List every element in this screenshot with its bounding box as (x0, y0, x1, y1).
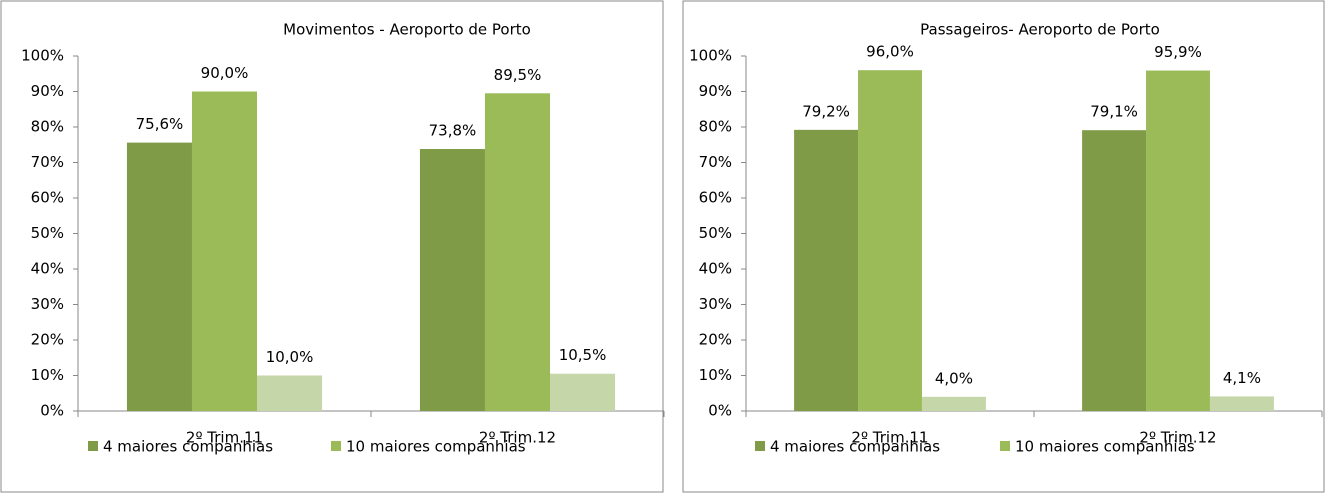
legend-swatch (331, 441, 341, 451)
data-label: 4,1% (1223, 369, 1261, 387)
data-label: 10,0% (266, 348, 314, 366)
y-tick-label: 60% (699, 189, 732, 207)
y-tick-label: 20% (31, 331, 64, 349)
y-tick-label: 80% (31, 118, 64, 136)
chart-title: Movimentos - Aeroporto de Porto (283, 21, 531, 39)
legend-swatch (755, 441, 765, 451)
y-tick-label: 90% (699, 82, 732, 100)
legend-label: 4 maiores companhias (103, 438, 273, 456)
bar (921, 396, 986, 411)
bar (126, 142, 192, 411)
bar (550, 373, 616, 411)
chart-title: Passageiros- Aeroporto de Porto (920, 21, 1160, 39)
bar (257, 375, 323, 411)
y-tick-label: 90% (31, 82, 64, 100)
legend-label: 10 maiores companhias (1015, 438, 1195, 456)
y-tick-label: 80% (699, 118, 732, 136)
y-tick-label: 60% (31, 189, 64, 207)
bar (1209, 396, 1274, 411)
x-tick-label: 2º Trim.11 (851, 429, 928, 447)
data-label: 90,0% (201, 64, 249, 82)
data-label: 10,5% (559, 346, 607, 364)
y-tick-label: 40% (699, 260, 732, 278)
y-tick-label: 40% (31, 260, 64, 278)
data-label: 75,6% (136, 115, 184, 133)
bar (1082, 130, 1147, 411)
data-label: 79,2% (802, 102, 850, 120)
legend-label: 10 maiores companhias (346, 438, 526, 456)
y-tick-label: 10% (31, 366, 64, 384)
bar (1146, 70, 1210, 412)
legend-swatch (88, 441, 98, 451)
bar (858, 70, 922, 411)
y-tick-label: 10% (699, 366, 732, 384)
x-tick-label: 2º Trim.12 (1139, 429, 1216, 447)
y-tick-label: 20% (699, 331, 732, 349)
bar (191, 91, 258, 411)
bar (794, 129, 859, 411)
x-tick-label: 2º Trim.12 (479, 429, 556, 447)
data-label: 4,0% (935, 369, 973, 387)
legend-label: 4 maiores companhias (770, 438, 940, 456)
y-tick-label: 30% (31, 295, 64, 313)
y-tick-label: 50% (699, 224, 732, 242)
y-tick-label: 50% (31, 224, 64, 242)
data-label: 96,0% (866, 43, 914, 61)
chart-frame (682, 0, 1325, 493)
bar (419, 149, 485, 411)
data-label: 95,9% (1154, 43, 1202, 61)
y-tick-label: 0% (708, 402, 732, 420)
bar (484, 93, 551, 412)
data-label: 89,5% (494, 66, 542, 84)
data-label: 73,8% (429, 122, 477, 140)
y-tick-label: 100% (21, 47, 64, 65)
y-tick-label: 30% (699, 295, 732, 313)
y-tick-label: 70% (31, 153, 64, 171)
y-tick-label: 70% (699, 153, 732, 171)
x-tick-label: 2º Trim.11 (186, 429, 263, 447)
y-tick-label: 100% (689, 47, 732, 65)
data-label: 79,1% (1090, 103, 1138, 121)
chart-frame (0, 0, 664, 493)
legend-swatch (1000, 441, 1010, 451)
y-tick-label: 0% (40, 402, 64, 420)
